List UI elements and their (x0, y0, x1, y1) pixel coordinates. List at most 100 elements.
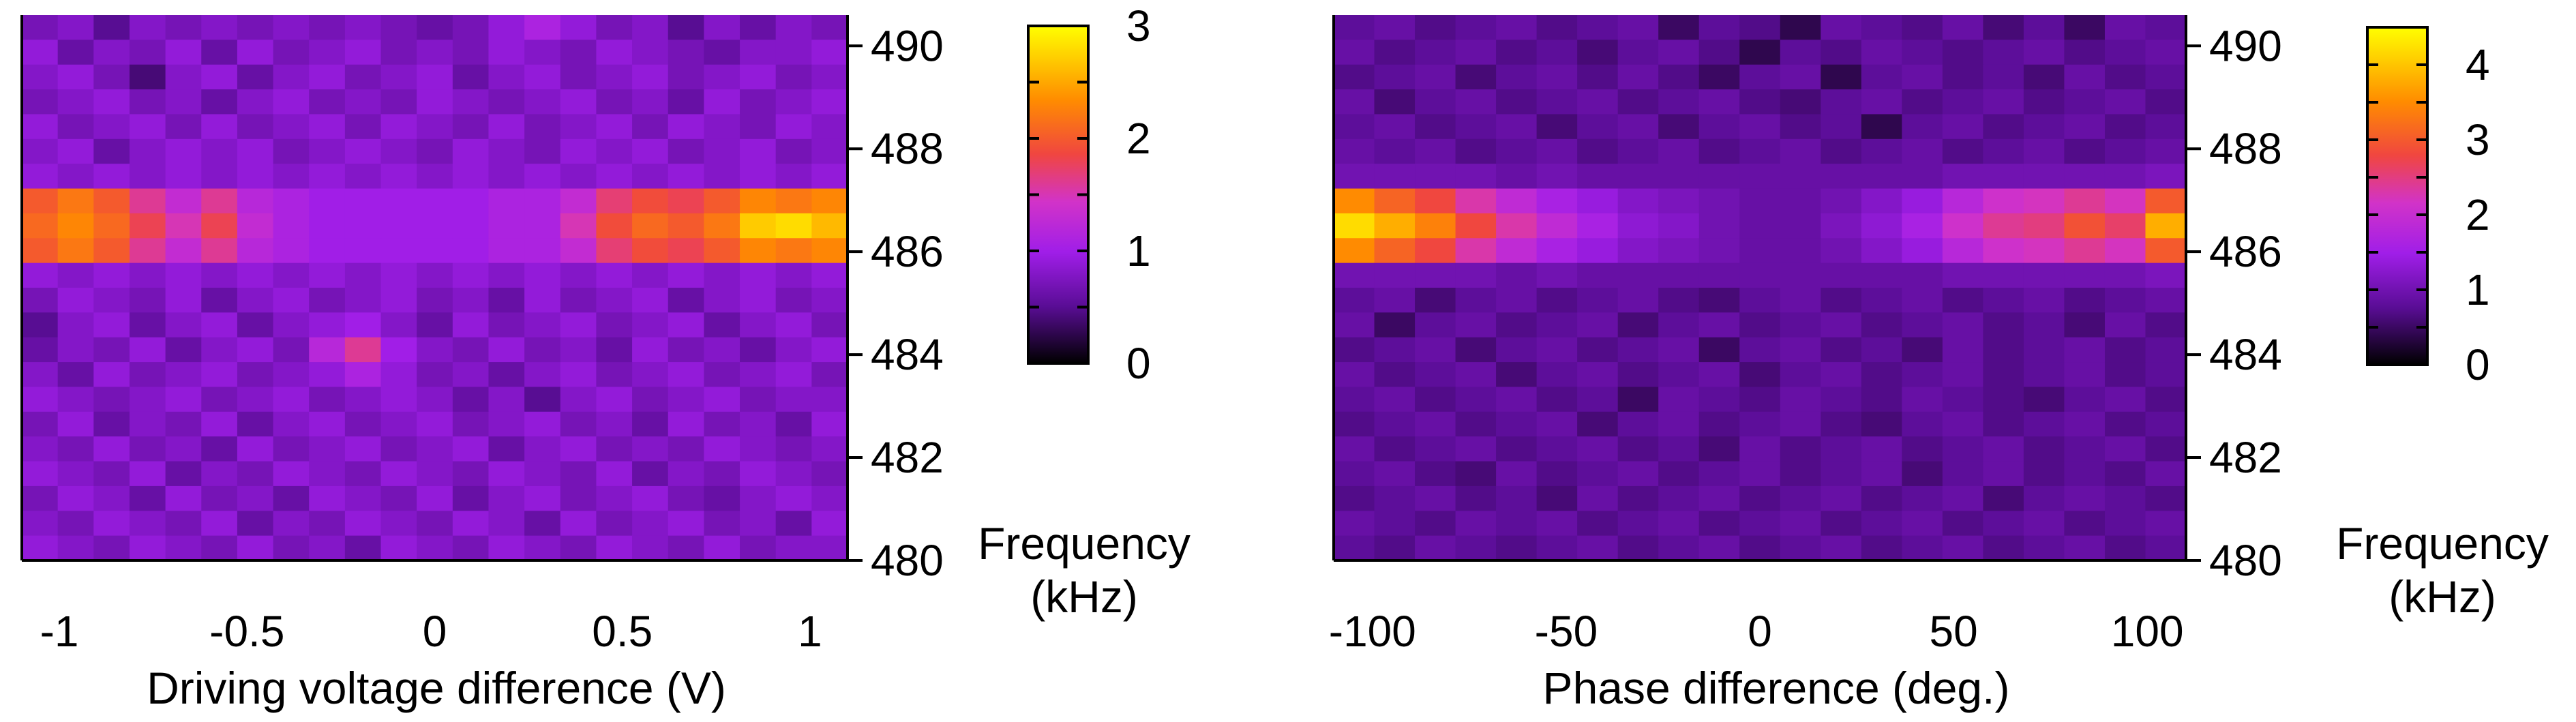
heatmap-cell (57, 89, 94, 115)
left-colorbar-label: 1 (1126, 226, 1151, 275)
heatmap-cell (1698, 40, 1740, 65)
heatmap-cell (1942, 362, 1983, 388)
heatmap-cell (740, 15, 777, 40)
heatmap-cell (1739, 288, 1781, 313)
heatmap-cell (596, 436, 633, 462)
heatmap-cell (1698, 387, 1740, 412)
heatmap-cell (344, 89, 382, 115)
heatmap-cell (704, 64, 740, 90)
heatmap-cell (201, 164, 238, 190)
heatmap-cell (57, 387, 94, 412)
heatmap-cell (2145, 485, 2187, 511)
heatmap-cell (1415, 535, 1456, 561)
heatmap-cell (273, 535, 310, 561)
heatmap-cell (1658, 64, 1700, 90)
heatmap-cell (524, 89, 561, 115)
left-y-tick-label: 490 (871, 21, 944, 70)
heatmap-cell (1821, 262, 1862, 288)
heatmap-cell (740, 485, 777, 511)
heatmap-cell (273, 164, 310, 190)
heatmap-cell (1821, 188, 1862, 214)
heatmap-cell (22, 436, 59, 462)
heatmap-cell (344, 312, 382, 338)
heatmap-cell (129, 262, 166, 288)
heatmap-cell (1942, 188, 1983, 214)
heatmap-cell (1942, 535, 1983, 561)
heatmap-cell (632, 312, 669, 338)
heatmap-cell (1821, 40, 1862, 65)
left-axes (20, 15, 863, 562)
heatmap-cell (1739, 511, 1781, 537)
heatmap-cell (309, 511, 346, 537)
right-y-tick-label: 484 (2209, 330, 2282, 379)
heatmap-cell (1942, 114, 1983, 140)
heatmap-cell (811, 188, 848, 214)
heatmap-cell (417, 461, 453, 487)
heatmap-cell (1658, 461, 1700, 487)
heatmap-cell (1861, 362, 1902, 388)
left-x-axis-title: Driving voltage difference (V) (147, 663, 726, 713)
heatmap-cell (1780, 511, 1821, 537)
heatmap-cell (1942, 15, 1983, 40)
heatmap-cell (129, 337, 166, 363)
heatmap-cell (668, 312, 704, 338)
heatmap-cell (668, 535, 704, 561)
heatmap-cell (488, 411, 525, 437)
left-x-tick-label: -1 (40, 607, 79, 656)
heatmap-cell (1536, 15, 1578, 40)
heatmap-cell (57, 188, 94, 214)
heatmap-cell (2064, 535, 2106, 561)
heatmap-cell (1861, 387, 1902, 412)
heatmap-cell (273, 262, 310, 288)
heatmap-cell (201, 411, 238, 437)
heatmap-cell (1942, 436, 1983, 462)
heatmap-cell (1861, 535, 1902, 561)
heatmap-cell (452, 312, 490, 338)
heatmap-cell (1496, 213, 1538, 239)
heatmap-cell (1536, 485, 1578, 511)
heatmap-cell (668, 387, 704, 412)
heatmap-cell (2064, 114, 2106, 140)
heatmap-cell (2145, 164, 2187, 190)
heatmap-cell (1739, 114, 1781, 140)
heatmap-cell (560, 40, 597, 65)
heatmap-cell (22, 262, 59, 288)
heatmap-cell (165, 535, 202, 561)
heatmap-cell (1536, 337, 1578, 363)
heatmap-cell (596, 15, 633, 40)
heatmap-cell (1739, 213, 1781, 239)
heatmap-cell (1577, 15, 1619, 40)
heatmap-cell (273, 188, 310, 214)
heatmap-cell (1577, 485, 1619, 511)
heatmap-cell (1536, 40, 1578, 65)
heatmap-cell (740, 362, 777, 388)
heatmap-cell (596, 114, 633, 140)
heatmap-cell (668, 411, 704, 437)
heatmap-cell (560, 485, 597, 511)
heatmap-cell (1334, 535, 1375, 561)
heatmap-cell (2023, 40, 2065, 65)
heatmap-cell (273, 114, 310, 140)
heatmap-cell (740, 238, 777, 264)
heatmap-cell (22, 312, 59, 338)
heatmap-cell (632, 64, 669, 90)
heatmap-cell (560, 262, 597, 288)
heatmap-cell (1942, 411, 1983, 437)
heatmap-cell (811, 213, 848, 239)
heatmap-cell (201, 262, 238, 288)
heatmap-cell (237, 312, 274, 338)
heatmap-cell (1942, 337, 1983, 363)
left-x-tick-label: 1 (798, 607, 822, 656)
heatmap-cell (22, 485, 59, 511)
heatmap-cell (1334, 337, 1375, 363)
heatmap-cell (1496, 89, 1538, 115)
heatmap-cell (1902, 362, 1943, 388)
heatmap-cell (1334, 164, 1375, 190)
heatmap-cell (1536, 436, 1578, 462)
heatmap-cell (1374, 312, 1416, 338)
heatmap-cell (596, 64, 633, 90)
heatmap-cell (2145, 138, 2187, 164)
heatmap-cell (811, 387, 848, 412)
heatmap-cell (273, 511, 310, 537)
heatmap-cell (811, 138, 848, 164)
